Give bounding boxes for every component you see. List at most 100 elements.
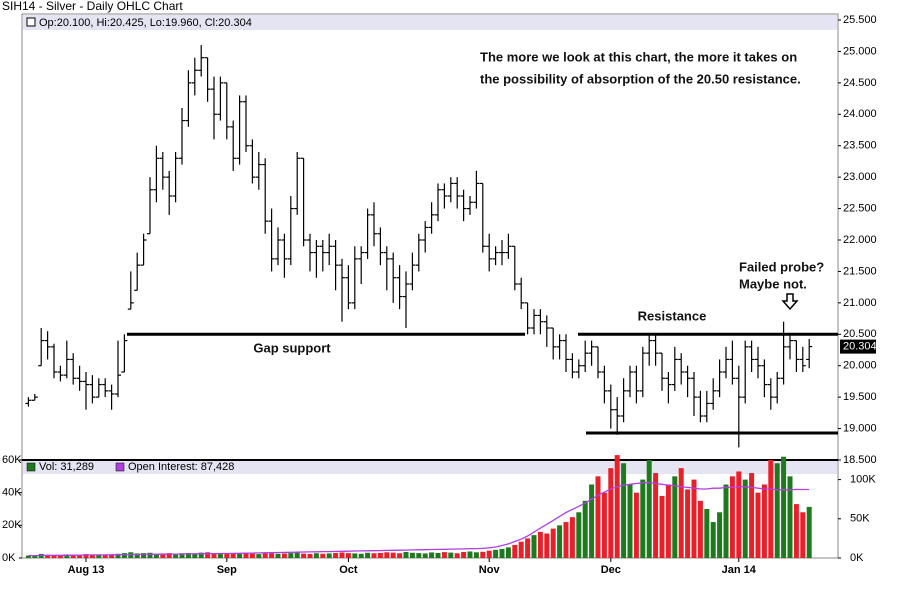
volume-bar bbox=[185, 552, 191, 558]
annotation: the possibility of absorption of the 20.… bbox=[480, 71, 801, 86]
volume-bar bbox=[461, 551, 467, 558]
volume-bar bbox=[83, 554, 89, 558]
volume-bar bbox=[576, 512, 582, 558]
volume-bar bbox=[653, 473, 659, 558]
volume-bar bbox=[512, 544, 518, 558]
volume-legend-label: Vol: 31,289 bbox=[39, 461, 94, 473]
volume-bar bbox=[198, 552, 204, 558]
y-tick-label: 25.500 bbox=[843, 14, 877, 26]
volume-bar bbox=[224, 553, 230, 558]
y-tick-label: 20.500 bbox=[843, 328, 877, 340]
y-tick-label: 23.000 bbox=[843, 171, 877, 183]
y-tick-label: 23.500 bbox=[843, 140, 877, 152]
volume-bar bbox=[454, 553, 460, 558]
oi-legend-label: Open Interest: 87,428 bbox=[128, 461, 234, 473]
volume-bar bbox=[89, 555, 95, 558]
volume-bar bbox=[352, 553, 358, 558]
x-tick-label: Jan 14 bbox=[722, 564, 757, 576]
y-tick-label: 22.500 bbox=[843, 202, 877, 214]
volume-bar bbox=[288, 553, 294, 558]
volume-bar bbox=[781, 456, 787, 558]
volume-bar bbox=[627, 484, 633, 558]
volume-bar bbox=[371, 553, 377, 558]
x-tick-label: Nov bbox=[479, 564, 501, 576]
volume-bar bbox=[211, 553, 217, 558]
volume-bar bbox=[96, 555, 102, 558]
last-price-badge bbox=[840, 339, 876, 354]
annotation: Maybe not. bbox=[739, 276, 807, 291]
volume-bar bbox=[608, 468, 614, 558]
volume-bar bbox=[531, 535, 537, 558]
chart-title: SIH14 - Silver - Daily OHLC Chart bbox=[2, 0, 183, 13]
volume-bar bbox=[441, 552, 447, 558]
volume-bar bbox=[601, 492, 607, 558]
volume-bar bbox=[589, 484, 595, 558]
volume-bar bbox=[493, 549, 499, 558]
volume-bar bbox=[313, 553, 319, 558]
volume-bar bbox=[192, 553, 198, 558]
volume-bar bbox=[557, 525, 563, 558]
y-tick-label: 20.000 bbox=[843, 360, 877, 372]
volume-bar bbox=[237, 553, 243, 558]
y-tick-label: 21.000 bbox=[843, 297, 877, 309]
annotation: The more we look at this chart, the more… bbox=[480, 49, 797, 64]
volume-bar bbox=[429, 552, 435, 558]
y2-tick-label: 0K bbox=[850, 552, 864, 564]
volume-bar bbox=[665, 484, 671, 558]
volume-bar bbox=[800, 512, 806, 558]
volume-bar bbox=[793, 504, 799, 558]
volume-bar bbox=[704, 509, 710, 558]
y-tick-label: 19.000 bbox=[843, 422, 877, 434]
volume-bar bbox=[672, 476, 678, 558]
volume-bar bbox=[339, 552, 345, 558]
volume-bar bbox=[473, 552, 479, 558]
volume-bar bbox=[691, 479, 697, 558]
volume-bar bbox=[179, 553, 185, 558]
volume-bar bbox=[377, 552, 383, 558]
volume-bar bbox=[537, 531, 543, 558]
y-tick-label: 22.000 bbox=[843, 234, 877, 246]
volume-bar bbox=[614, 455, 620, 558]
volume-bar bbox=[774, 463, 780, 558]
volume-bar bbox=[32, 556, 38, 558]
volume-bar bbox=[768, 460, 774, 558]
volume-bar bbox=[717, 512, 723, 558]
volume-bar bbox=[326, 553, 332, 558]
volume-bar bbox=[205, 552, 211, 558]
volume-bar bbox=[697, 500, 703, 558]
volume-bar bbox=[787, 476, 793, 558]
vol-tick-label: 40K bbox=[2, 487, 22, 499]
annotation: Failed probe? bbox=[739, 259, 824, 274]
volume-bar bbox=[365, 552, 371, 558]
volume-bar bbox=[249, 553, 255, 558]
volume-bar bbox=[621, 463, 627, 558]
volume-bar bbox=[45, 554, 51, 558]
arrow bbox=[781, 293, 799, 311]
y2-tick-label: 100K bbox=[850, 474, 876, 486]
volume-bar bbox=[153, 553, 159, 558]
volume-bar bbox=[525, 538, 531, 558]
y-tick-label: 24.500 bbox=[843, 77, 877, 89]
info-icon bbox=[26, 17, 36, 27]
volume-bar bbox=[25, 555, 31, 558]
volume-bar bbox=[397, 553, 403, 558]
volume-bar bbox=[685, 489, 691, 558]
level-label: Gap support bbox=[253, 340, 331, 355]
volume-bar bbox=[333, 552, 339, 558]
volume-bar bbox=[217, 553, 223, 558]
volume-bar bbox=[243, 553, 249, 558]
volume-bar bbox=[358, 553, 364, 558]
vol-tick-label: 60K bbox=[2, 454, 22, 466]
volume-bar bbox=[345, 553, 351, 558]
volume-bar bbox=[173, 553, 179, 558]
info-text: Op:20.100, Hi:20.425, Lo:19.960, Cl:20.3… bbox=[39, 17, 252, 29]
volume-bar bbox=[595, 476, 601, 558]
y-tick-label: 21.500 bbox=[843, 265, 877, 277]
volume-bar bbox=[307, 553, 313, 558]
volume-bar bbox=[64, 554, 70, 558]
volume-bar bbox=[121, 553, 127, 558]
volume-bar bbox=[109, 554, 115, 558]
volume-bar bbox=[678, 468, 684, 558]
volume-bar bbox=[230, 553, 236, 558]
volume-bar bbox=[77, 554, 83, 558]
